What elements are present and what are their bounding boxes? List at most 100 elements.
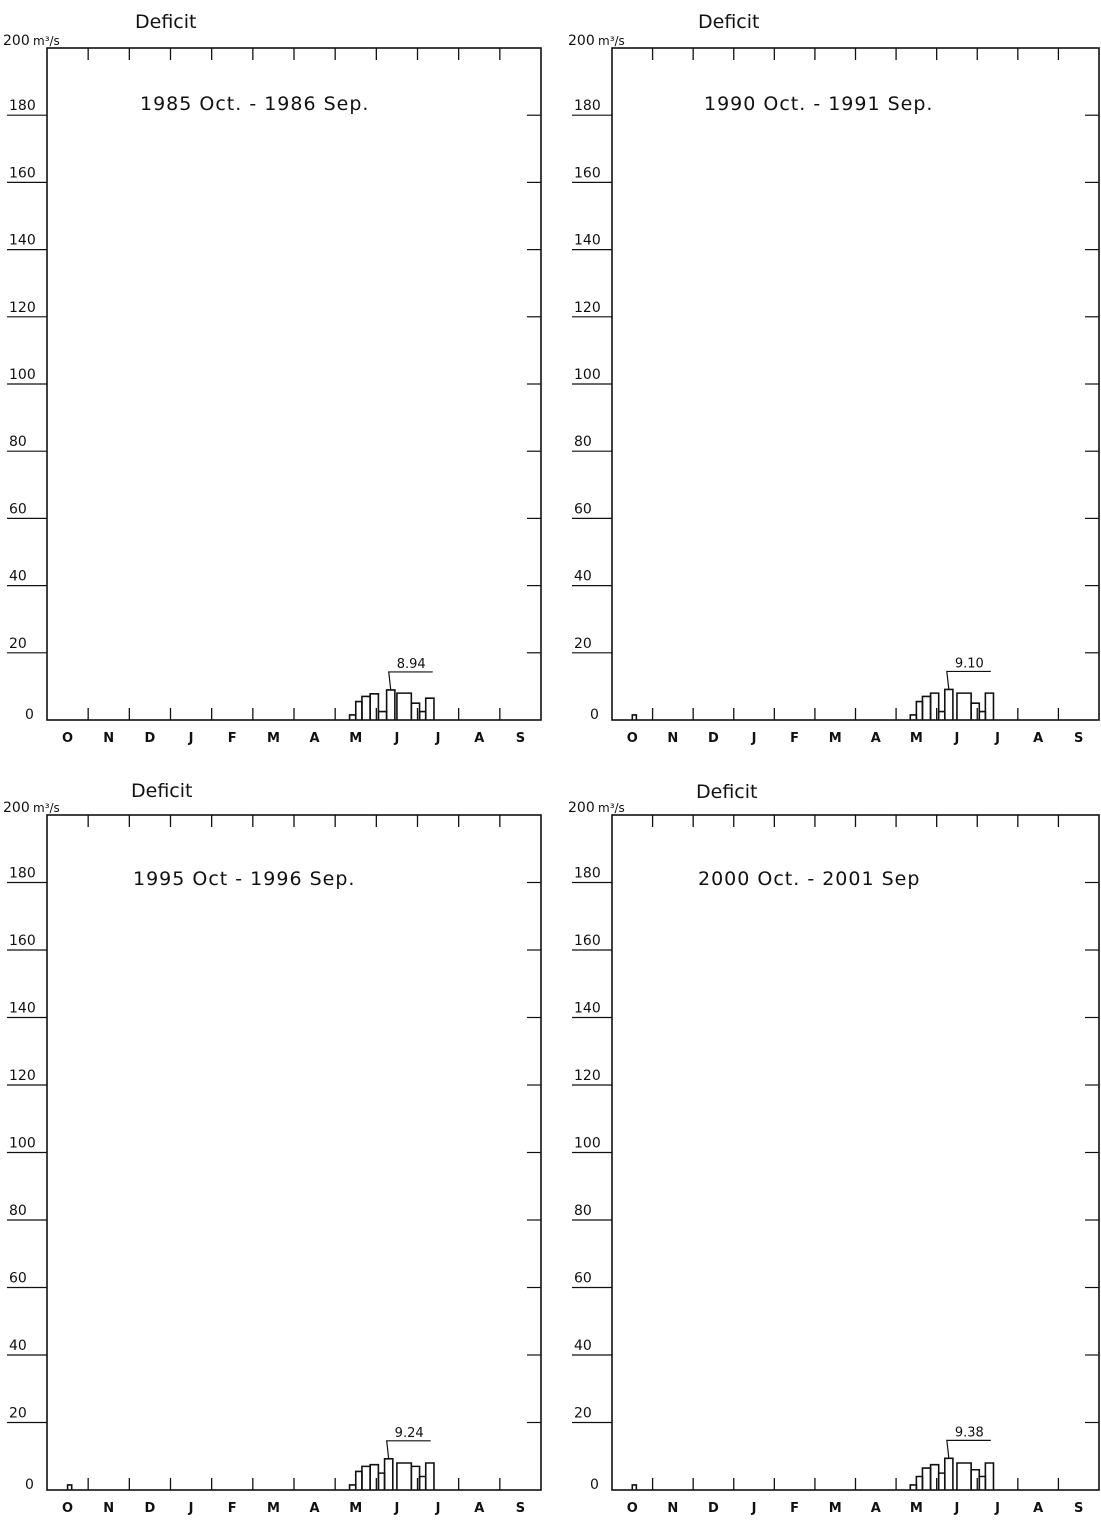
deficit-step xyxy=(978,710,987,720)
x-tick-label: J xyxy=(751,731,757,746)
x-tick-label: J xyxy=(435,731,441,746)
y-tick-label: 160 xyxy=(9,165,36,181)
y-tick-label: 200 xyxy=(3,33,30,49)
deficit-step xyxy=(921,1467,932,1490)
x-tick-label: J xyxy=(954,731,960,746)
y-tick-label: 160 xyxy=(9,933,36,949)
y-tick-label: 140 xyxy=(574,233,601,249)
x-tick-label: M xyxy=(910,731,923,746)
y-tick-label: 120 xyxy=(574,1068,601,1084)
peak-leader xyxy=(946,1439,991,1459)
deficit-panel-3: Deficit 1995 Oct - 1996 Sep. 0 20 40 60 80 100 1… xyxy=(3,780,542,1516)
deficit-step xyxy=(418,1475,427,1490)
x-tick-label: M xyxy=(829,731,842,746)
y-tick-label: 0 xyxy=(25,1477,34,1493)
deficit-step xyxy=(361,695,371,720)
x-tick-label: N xyxy=(667,1501,678,1516)
y-tick-label: 60 xyxy=(574,501,592,517)
panel-title: Deficit xyxy=(696,781,757,803)
deficit-step xyxy=(929,692,940,720)
x-tick-label: J xyxy=(435,1501,441,1516)
unit-label: m³/s xyxy=(33,34,60,48)
plot-frame xyxy=(46,47,542,721)
y-tick-label: 120 xyxy=(9,1068,36,1084)
y-tick-label: 0 xyxy=(25,707,34,723)
period-label: 1995 Oct - 1996 Sep. xyxy=(133,868,355,890)
peak-value-label: 8.94 xyxy=(397,657,426,672)
deficit-step xyxy=(396,692,413,720)
y-tick-label: 20 xyxy=(574,1406,592,1422)
y-tick-label: 20 xyxy=(574,636,592,652)
deficit-step xyxy=(915,1475,924,1490)
deficit-step xyxy=(383,1458,394,1490)
y-tick-label: 60 xyxy=(9,1271,27,1287)
y-tick-label: 100 xyxy=(9,1136,36,1152)
peak-leader xyxy=(386,1440,431,1459)
x-tick-label: O xyxy=(62,1501,73,1516)
y-tick-label: 80 xyxy=(9,1203,27,1219)
y-tick-label: 200 xyxy=(568,33,595,49)
x-tick-label: J xyxy=(954,1501,960,1516)
panel-title: Deficit xyxy=(698,11,759,33)
peak-leader xyxy=(946,670,991,690)
panel-title: Deficit xyxy=(135,11,196,33)
deficit-step xyxy=(970,1468,981,1490)
x-tick-label: D xyxy=(708,731,719,746)
x-tick-label: F xyxy=(790,1501,799,1516)
unit-label: m³/s xyxy=(598,34,625,48)
unit-label: m³/s xyxy=(33,801,60,815)
x-tick-label: J xyxy=(994,731,1000,746)
y-tick-label: 200 xyxy=(568,800,595,816)
x-tick-label: M xyxy=(349,731,362,746)
x-tick-label: N xyxy=(667,731,678,746)
y-tick-label: 60 xyxy=(9,501,27,517)
deficit-step xyxy=(369,692,380,720)
y-tick-label: 180 xyxy=(574,866,601,882)
y-tick-label: 80 xyxy=(574,1203,592,1219)
deficit-step xyxy=(410,1465,421,1490)
deficit-step xyxy=(956,692,972,720)
deficit-step xyxy=(984,692,995,720)
deficit-step xyxy=(929,1463,940,1490)
y-tick-label: 20 xyxy=(9,1406,27,1422)
period-label: 1990 Oct. - 1991 Sep. xyxy=(704,93,933,115)
y-tick-label: 20 xyxy=(9,636,27,652)
deficit-step xyxy=(385,689,396,720)
deficit-step xyxy=(361,1465,371,1490)
peak-value-label: 9.24 xyxy=(395,1426,424,1441)
deficit-step xyxy=(631,1484,638,1490)
y-tick-label: 100 xyxy=(574,1136,601,1152)
peak-value-label: 9.10 xyxy=(955,656,984,671)
y-tick-label: 140 xyxy=(9,1001,36,1017)
y-tick-label: 140 xyxy=(9,233,36,249)
x-tick-label: M xyxy=(349,1501,362,1516)
x-tick-label: J xyxy=(994,1501,1000,1516)
x-tick-label: A xyxy=(1033,731,1043,746)
deficit-step xyxy=(424,697,435,720)
deficit-step xyxy=(410,702,421,720)
y-tick-label: 0 xyxy=(590,707,599,723)
deficit-panel-4: Deficit 2000 Oct. - 2001 Sep 0 20 40 60 80 100 1… xyxy=(568,781,1100,1516)
period-label: 1985 Oct. - 1986 Sep. xyxy=(140,93,369,115)
peak-value-label: 9.38 xyxy=(955,1425,984,1440)
deficit-step xyxy=(956,1462,972,1490)
x-tick-label: A xyxy=(474,731,484,746)
deficit-step xyxy=(354,700,363,720)
x-tick-label: M xyxy=(910,1501,923,1516)
x-tick-label: J xyxy=(188,1501,194,1516)
x-tick-label: O xyxy=(62,731,73,746)
deficit-step xyxy=(424,1462,435,1490)
x-tick-label: D xyxy=(145,1501,156,1516)
deficit-step xyxy=(631,714,638,720)
deficit-step xyxy=(970,702,981,720)
x-tick-label: J xyxy=(393,1501,399,1516)
deficit-step xyxy=(396,1462,413,1490)
deficit-step xyxy=(984,1462,995,1490)
deficit-step xyxy=(915,700,924,720)
unit-label: m³/s xyxy=(598,801,625,815)
deficit-step xyxy=(943,1457,954,1490)
y-tick-label: 140 xyxy=(574,1001,601,1017)
y-tick-label: 40 xyxy=(574,1338,592,1354)
deficit-step xyxy=(978,1475,987,1490)
y-tick-label: 100 xyxy=(9,367,36,383)
